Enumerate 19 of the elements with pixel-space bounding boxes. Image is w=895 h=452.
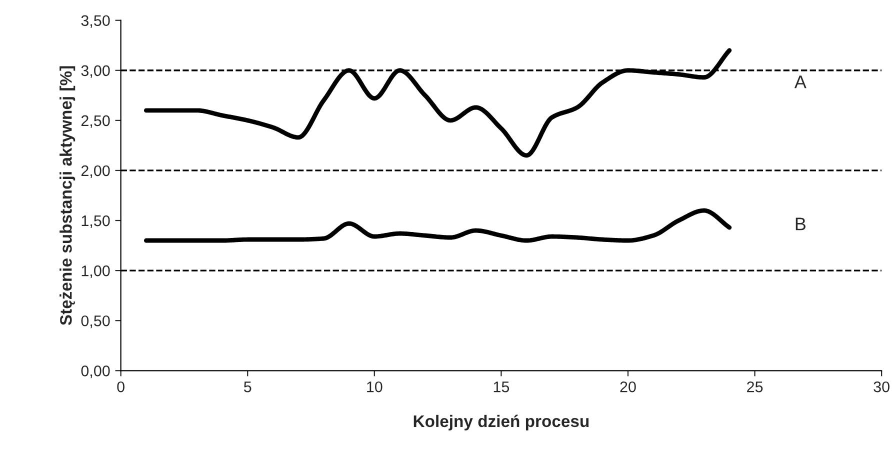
x-tick-label: 15	[494, 382, 510, 392]
x-tick-label: 10	[367, 381, 382, 392]
y-tick-label: 1,00	[82, 265, 110, 278]
x-tick-label: 5	[244, 382, 252, 392]
y-tick-label: 0,50	[81, 315, 110, 328]
x-tick-label: 0	[117, 381, 124, 392]
y-tick-label: 0,00	[81, 366, 110, 378]
y-axis-title: Stężenie substancji aktywnej [%]	[60, 66, 76, 326]
x-axis-title: Kolejny dzień procesu	[414, 414, 589, 430]
x-tick-label: 25	[747, 381, 763, 392]
y-tick-label: 3,50	[81, 15, 110, 28]
y-tick-label: 2,00	[81, 165, 110, 178]
x-tick-label: 20	[620, 381, 636, 392]
x-tick-label: 30	[874, 381, 890, 392]
y-tick-label: 2,50	[81, 115, 110, 128]
y-tick-label: 3,00	[81, 65, 110, 78]
y-tick-label: 1,50	[82, 215, 110, 228]
text: B	[796, 218, 806, 230]
text: A	[794, 76, 806, 88]
